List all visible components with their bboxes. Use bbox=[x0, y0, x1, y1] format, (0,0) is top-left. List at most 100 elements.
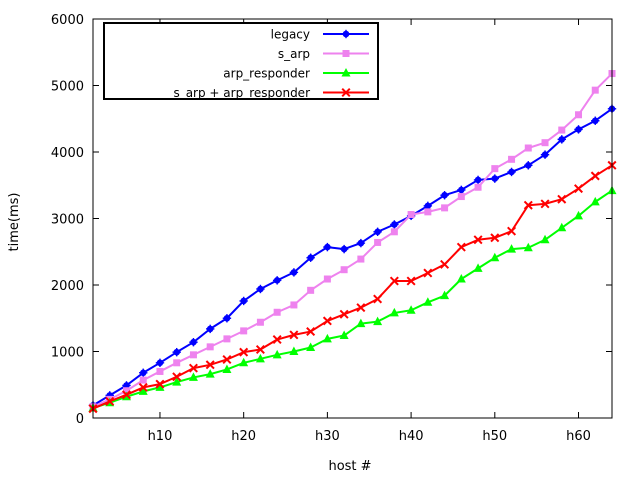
data-point bbox=[255, 353, 265, 363]
data-point bbox=[289, 330, 299, 340]
data-point bbox=[138, 386, 148, 395]
cross-stroke-b bbox=[590, 171, 600, 181]
data-point bbox=[440, 290, 450, 300]
data-point bbox=[122, 387, 130, 395]
data-point bbox=[222, 364, 232, 373]
cross-stroke-b bbox=[389, 276, 399, 286]
data-point bbox=[223, 335, 231, 343]
data-point bbox=[188, 363, 198, 373]
series-line bbox=[92, 164, 613, 410]
data-point bbox=[540, 199, 550, 209]
data-point bbox=[272, 349, 282, 359]
series-line bbox=[92, 189, 613, 409]
data-point bbox=[540, 234, 550, 244]
cross-stroke-b bbox=[306, 327, 316, 337]
data-point bbox=[406, 305, 416, 314]
series-1 bbox=[89, 70, 616, 411]
legend-marker bbox=[342, 50, 350, 57]
cross-stroke-b bbox=[322, 316, 332, 326]
y-tick-label: 2000 bbox=[51, 279, 84, 294]
data-point bbox=[524, 144, 532, 152]
data-point bbox=[491, 165, 499, 173]
data-point bbox=[172, 377, 182, 386]
legend-label: arp_responder bbox=[223, 67, 310, 81]
cross-stroke-b bbox=[172, 372, 182, 382]
data-point bbox=[456, 274, 466, 283]
legend-marker bbox=[341, 87, 351, 98]
data-point bbox=[255, 344, 265, 355]
y-tick-label: 6000 bbox=[51, 13, 84, 28]
data-point bbox=[523, 200, 533, 210]
data-point bbox=[407, 211, 415, 219]
data-point bbox=[389, 307, 399, 317]
x-tick-label: h10 bbox=[148, 429, 173, 444]
series-3 bbox=[88, 160, 617, 414]
data-point bbox=[574, 184, 584, 194]
data-point bbox=[490, 233, 500, 243]
data-point bbox=[406, 276, 416, 286]
legend-label: s_arp + arp_responder bbox=[173, 86, 310, 100]
cross-stroke-b bbox=[121, 390, 131, 400]
data-point bbox=[473, 263, 483, 272]
data-point bbox=[591, 86, 599, 94]
series-2 bbox=[88, 185, 617, 412]
data-point bbox=[507, 244, 517, 253]
data-point bbox=[273, 308, 281, 316]
data-point bbox=[240, 327, 248, 335]
data-point bbox=[456, 242, 466, 252]
data-point bbox=[138, 382, 148, 392]
cross-stroke-b bbox=[341, 87, 351, 98]
data-point bbox=[558, 126, 566, 134]
cross-stroke-b bbox=[255, 344, 265, 355]
cross-stroke-b bbox=[272, 335, 282, 345]
data-point bbox=[490, 252, 500, 262]
cross-stroke-b bbox=[540, 199, 550, 209]
data-point bbox=[557, 194, 567, 204]
data-point bbox=[557, 222, 567, 232]
data-point bbox=[373, 294, 383, 304]
cross-stroke-b bbox=[490, 233, 500, 243]
y-tick-label: 0 bbox=[76, 412, 84, 427]
data-point bbox=[205, 369, 215, 378]
cross-stroke-b bbox=[406, 276, 416, 286]
data-point bbox=[105, 396, 115, 406]
cross-stroke-b bbox=[523, 200, 533, 210]
plot-marks bbox=[88, 70, 617, 414]
data-point bbox=[575, 111, 583, 119]
cross-stroke-b bbox=[289, 330, 299, 340]
y-tick-label: 4000 bbox=[51, 146, 84, 161]
data-point bbox=[188, 372, 198, 381]
data-point bbox=[423, 297, 433, 306]
cross-stroke-b bbox=[423, 268, 433, 278]
axis-ticks: 0 1000 2000 3000 4000 5000 6000 h10 h20 h30 h40 h50… bbox=[51, 13, 612, 444]
data-point bbox=[289, 346, 299, 355]
cross-stroke-b bbox=[155, 379, 165, 389]
data-point bbox=[239, 347, 249, 357]
legend-marker bbox=[341, 68, 351, 77]
data-point bbox=[374, 238, 382, 246]
cross-stroke-b bbox=[456, 242, 466, 252]
data-point bbox=[155, 382, 165, 391]
x-tick-label: h40 bbox=[399, 429, 424, 444]
data-point bbox=[206, 343, 214, 351]
data-point bbox=[340, 266, 348, 274]
data-point bbox=[356, 318, 366, 328]
legend-box bbox=[103, 22, 379, 100]
data-point bbox=[323, 275, 331, 283]
cross-stroke-b bbox=[188, 363, 198, 373]
x-tick-label: h50 bbox=[482, 429, 507, 444]
data-point bbox=[356, 303, 366, 313]
legend-label: legacy bbox=[271, 28, 310, 42]
data-point bbox=[172, 372, 182, 382]
data-point bbox=[239, 357, 249, 367]
data-point bbox=[423, 268, 433, 278]
data-point bbox=[457, 193, 465, 201]
data-point bbox=[424, 208, 432, 216]
cross-stroke-b bbox=[557, 194, 567, 204]
data-point bbox=[256, 318, 264, 326]
data-point bbox=[156, 367, 164, 375]
data-point bbox=[205, 360, 215, 370]
data-point bbox=[155, 379, 165, 389]
data-point bbox=[508, 155, 516, 163]
